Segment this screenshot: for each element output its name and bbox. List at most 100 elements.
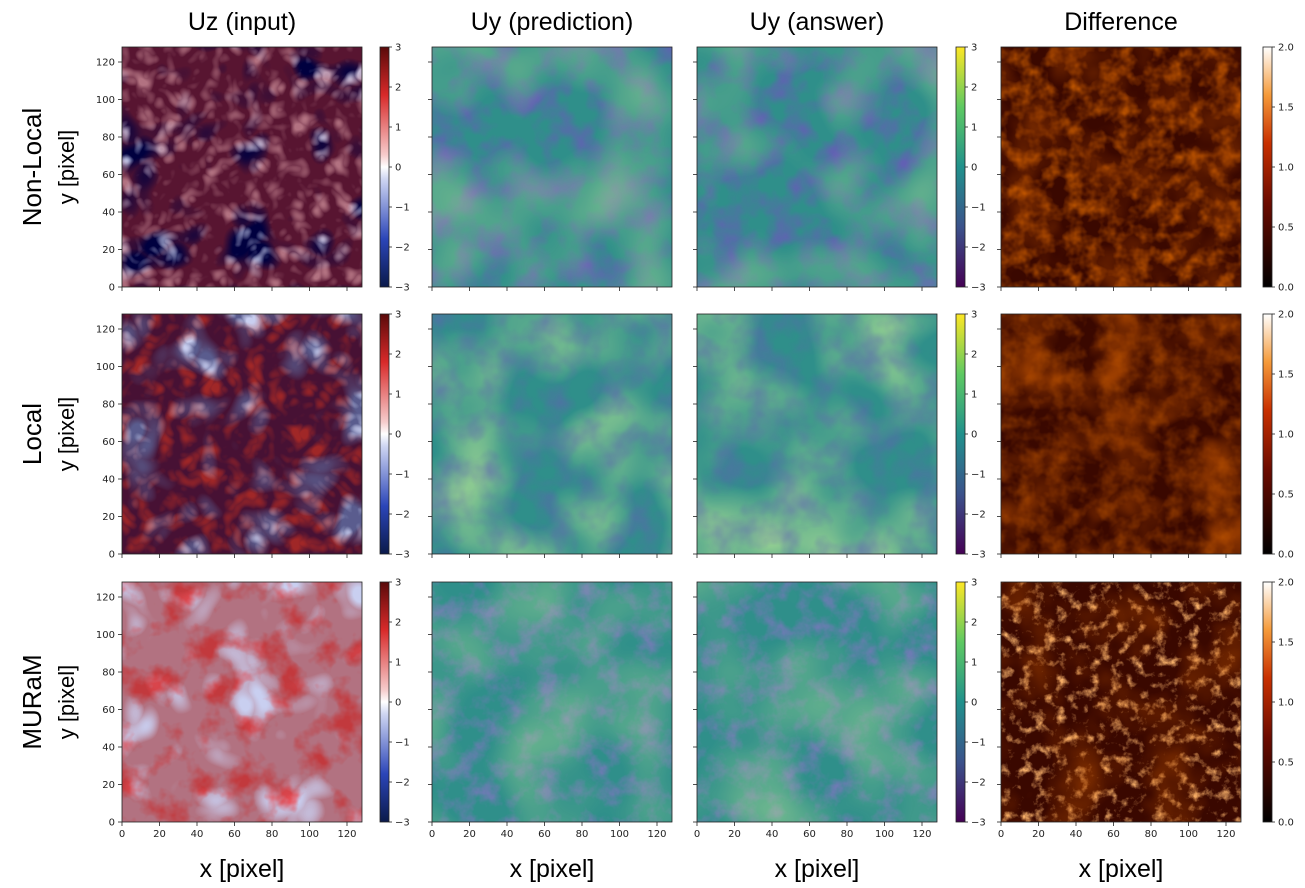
heatmap-texture-overlay bbox=[432, 47, 672, 287]
y-tick-label: 120 bbox=[96, 325, 115, 336]
colorbar-tick-label: 3 bbox=[395, 310, 401, 321]
colorbar-tick-label: −2 bbox=[971, 510, 986, 521]
colorbar-tick-label: 1.5 bbox=[1278, 638, 1294, 649]
y-axis-label: y [pixel] bbox=[54, 665, 79, 740]
x-tick-label: 60 bbox=[803, 829, 816, 840]
y-tick-label: 20 bbox=[102, 512, 115, 523]
panel-non-local-uz-input: 0 20 40 60 80 100 120 bbox=[96, 46, 363, 294]
panel-non-local-difference bbox=[997, 46, 1242, 291]
y-axis-label: y [pixel] bbox=[54, 397, 79, 472]
colorbar-tick-label: −1 bbox=[395, 203, 410, 214]
panel-non-local-uy-answer bbox=[693, 46, 938, 291]
panel-muram-uz-input: 0 20 40 60 80 100 120 0 20 40 60 80 100 120 bbox=[96, 581, 363, 840]
colorbar-tick-label: 0 bbox=[395, 698, 401, 709]
heatmap-texture-overlay bbox=[1001, 314, 1241, 554]
colorbar-gradient bbox=[1263, 47, 1272, 287]
x-axis-label: x [pixel] bbox=[200, 855, 285, 883]
colorbar-gradient bbox=[380, 314, 389, 554]
colorbar-tick-label: −3 bbox=[395, 550, 410, 561]
heatmap-texture-overlay bbox=[122, 582, 362, 822]
y-tick-label: 100 bbox=[96, 95, 115, 106]
colorbar-tick-label: 0.0 bbox=[1278, 550, 1294, 561]
colorbar-tick-label: 1 bbox=[971, 658, 977, 669]
colorbar-tick-label: 2 bbox=[395, 618, 401, 629]
colorbar-uy-answer-muram: 3 2 1 0 −1 −2 −3 bbox=[955, 578, 986, 829]
panel-frame bbox=[696, 313, 938, 555]
x-tick-label: 60 bbox=[538, 829, 551, 840]
y-tick-label: 40 bbox=[102, 743, 115, 754]
panel-local-uz-input: 0 20 40 60 80 100 120 bbox=[96, 313, 363, 561]
heatmap-texture-overlay bbox=[1001, 47, 1241, 287]
colorbar-tick-label: 1 bbox=[395, 658, 401, 669]
heatmap-texture-overlay bbox=[122, 47, 362, 287]
x-tick-label: 40 bbox=[766, 829, 779, 840]
y-tick-label: 20 bbox=[102, 780, 115, 791]
panel-frame bbox=[1000, 581, 1242, 823]
colorbar-tick-label: −2 bbox=[395, 243, 410, 254]
colorbar-difference-local: 2.0 1.5 1.0 0.5 0.0 bbox=[1262, 310, 1294, 561]
colorbar-tick-label: −1 bbox=[971, 738, 986, 749]
colorbar-tick-label: −2 bbox=[395, 510, 410, 521]
colorbar-tick-label: 2.0 bbox=[1278, 578, 1294, 589]
colorbar-tick-label: 1 bbox=[395, 123, 401, 134]
panel-non-local-uy-prediction bbox=[428, 46, 673, 291]
colorbar-tick-label: 3 bbox=[395, 578, 401, 589]
x-tick-label: 0 bbox=[694, 829, 700, 840]
heatmap-texture-overlay bbox=[697, 582, 937, 822]
colorbar-tick-label: −2 bbox=[395, 778, 410, 789]
heatmap-texture-overlay bbox=[697, 47, 937, 287]
y-tick-label: 100 bbox=[96, 630, 115, 641]
colorbar-tick-label: 1 bbox=[971, 390, 977, 401]
x-tick-label: 20 bbox=[728, 829, 741, 840]
x-tick-label: 40 bbox=[1070, 829, 1083, 840]
colorbar-uz-input-muram: 3 2 1 0 −1 −2 −3 bbox=[379, 578, 410, 829]
x-tick-label: 100 bbox=[300, 829, 319, 840]
x-tick-label: 0 bbox=[429, 829, 435, 840]
y-tick-label: 40 bbox=[102, 208, 115, 219]
x-tick-label: 120 bbox=[647, 829, 666, 840]
y-tick-label: 80 bbox=[102, 668, 115, 679]
x-tick-label: 120 bbox=[1216, 829, 1235, 840]
colorbar-tick-label: 0.0 bbox=[1278, 818, 1294, 829]
colorbar-tick-label: 1.0 bbox=[1278, 430, 1294, 441]
colorbar-gradient bbox=[1263, 314, 1272, 554]
column-title-difference: Difference bbox=[1064, 8, 1178, 36]
panel-muram-difference: 0 20 40 60 80 100 120 bbox=[997, 581, 1242, 840]
y-tick-label: 120 bbox=[96, 58, 115, 69]
panel-muram-uy-answer: 0 20 40 60 80 100 120 bbox=[693, 581, 938, 840]
colorbar-tick-label: −3 bbox=[395, 818, 410, 829]
column-title-uz-input: Uz (input) bbox=[188, 8, 296, 36]
panel-frame bbox=[121, 581, 363, 823]
colorbar-tick-label: 0 bbox=[971, 430, 977, 441]
x-tick-label: 20 bbox=[153, 829, 166, 840]
colorbar-tick-label: −3 bbox=[971, 550, 986, 561]
colorbar-tick-label: 2 bbox=[971, 83, 977, 94]
x-tick-label: 80 bbox=[841, 829, 854, 840]
colorbar-tick-label: 1.5 bbox=[1278, 103, 1294, 114]
colorbar-uz-input-non-local: 3 2 1 0 −1 −2 −3 bbox=[379, 43, 410, 294]
y-tick-label: 0 bbox=[109, 283, 115, 294]
colorbar-tick-label: 1 bbox=[395, 390, 401, 401]
x-tick-label: 120 bbox=[912, 829, 931, 840]
panel-frame bbox=[696, 46, 938, 288]
x-tick-label: 40 bbox=[501, 829, 514, 840]
x-tick-label: 0 bbox=[119, 829, 125, 840]
colorbar-tick-label: 0 bbox=[395, 163, 401, 174]
x-tick-label: 80 bbox=[576, 829, 589, 840]
panel-frame bbox=[121, 46, 363, 288]
colorbar-gradient bbox=[380, 47, 389, 287]
colorbar-tick-label: 0 bbox=[971, 163, 977, 174]
x-tick-label: 60 bbox=[1107, 829, 1120, 840]
colorbar-gradient bbox=[956, 47, 965, 287]
colorbar-tick-label: −2 bbox=[971, 778, 986, 789]
colorbar-tick-label: 1 bbox=[971, 123, 977, 134]
y-tick-label: 100 bbox=[96, 362, 115, 373]
y-axis-label: y [pixel] bbox=[54, 130, 79, 205]
colorbar-tick-label: −1 bbox=[395, 470, 410, 481]
x-tick-label: 80 bbox=[266, 829, 279, 840]
x-tick-label: 20 bbox=[463, 829, 476, 840]
y-tick-label: 80 bbox=[102, 133, 115, 144]
panel-frame bbox=[1000, 313, 1242, 555]
panel-frame bbox=[431, 581, 673, 823]
colorbar-tick-label: 1.5 bbox=[1278, 370, 1294, 381]
